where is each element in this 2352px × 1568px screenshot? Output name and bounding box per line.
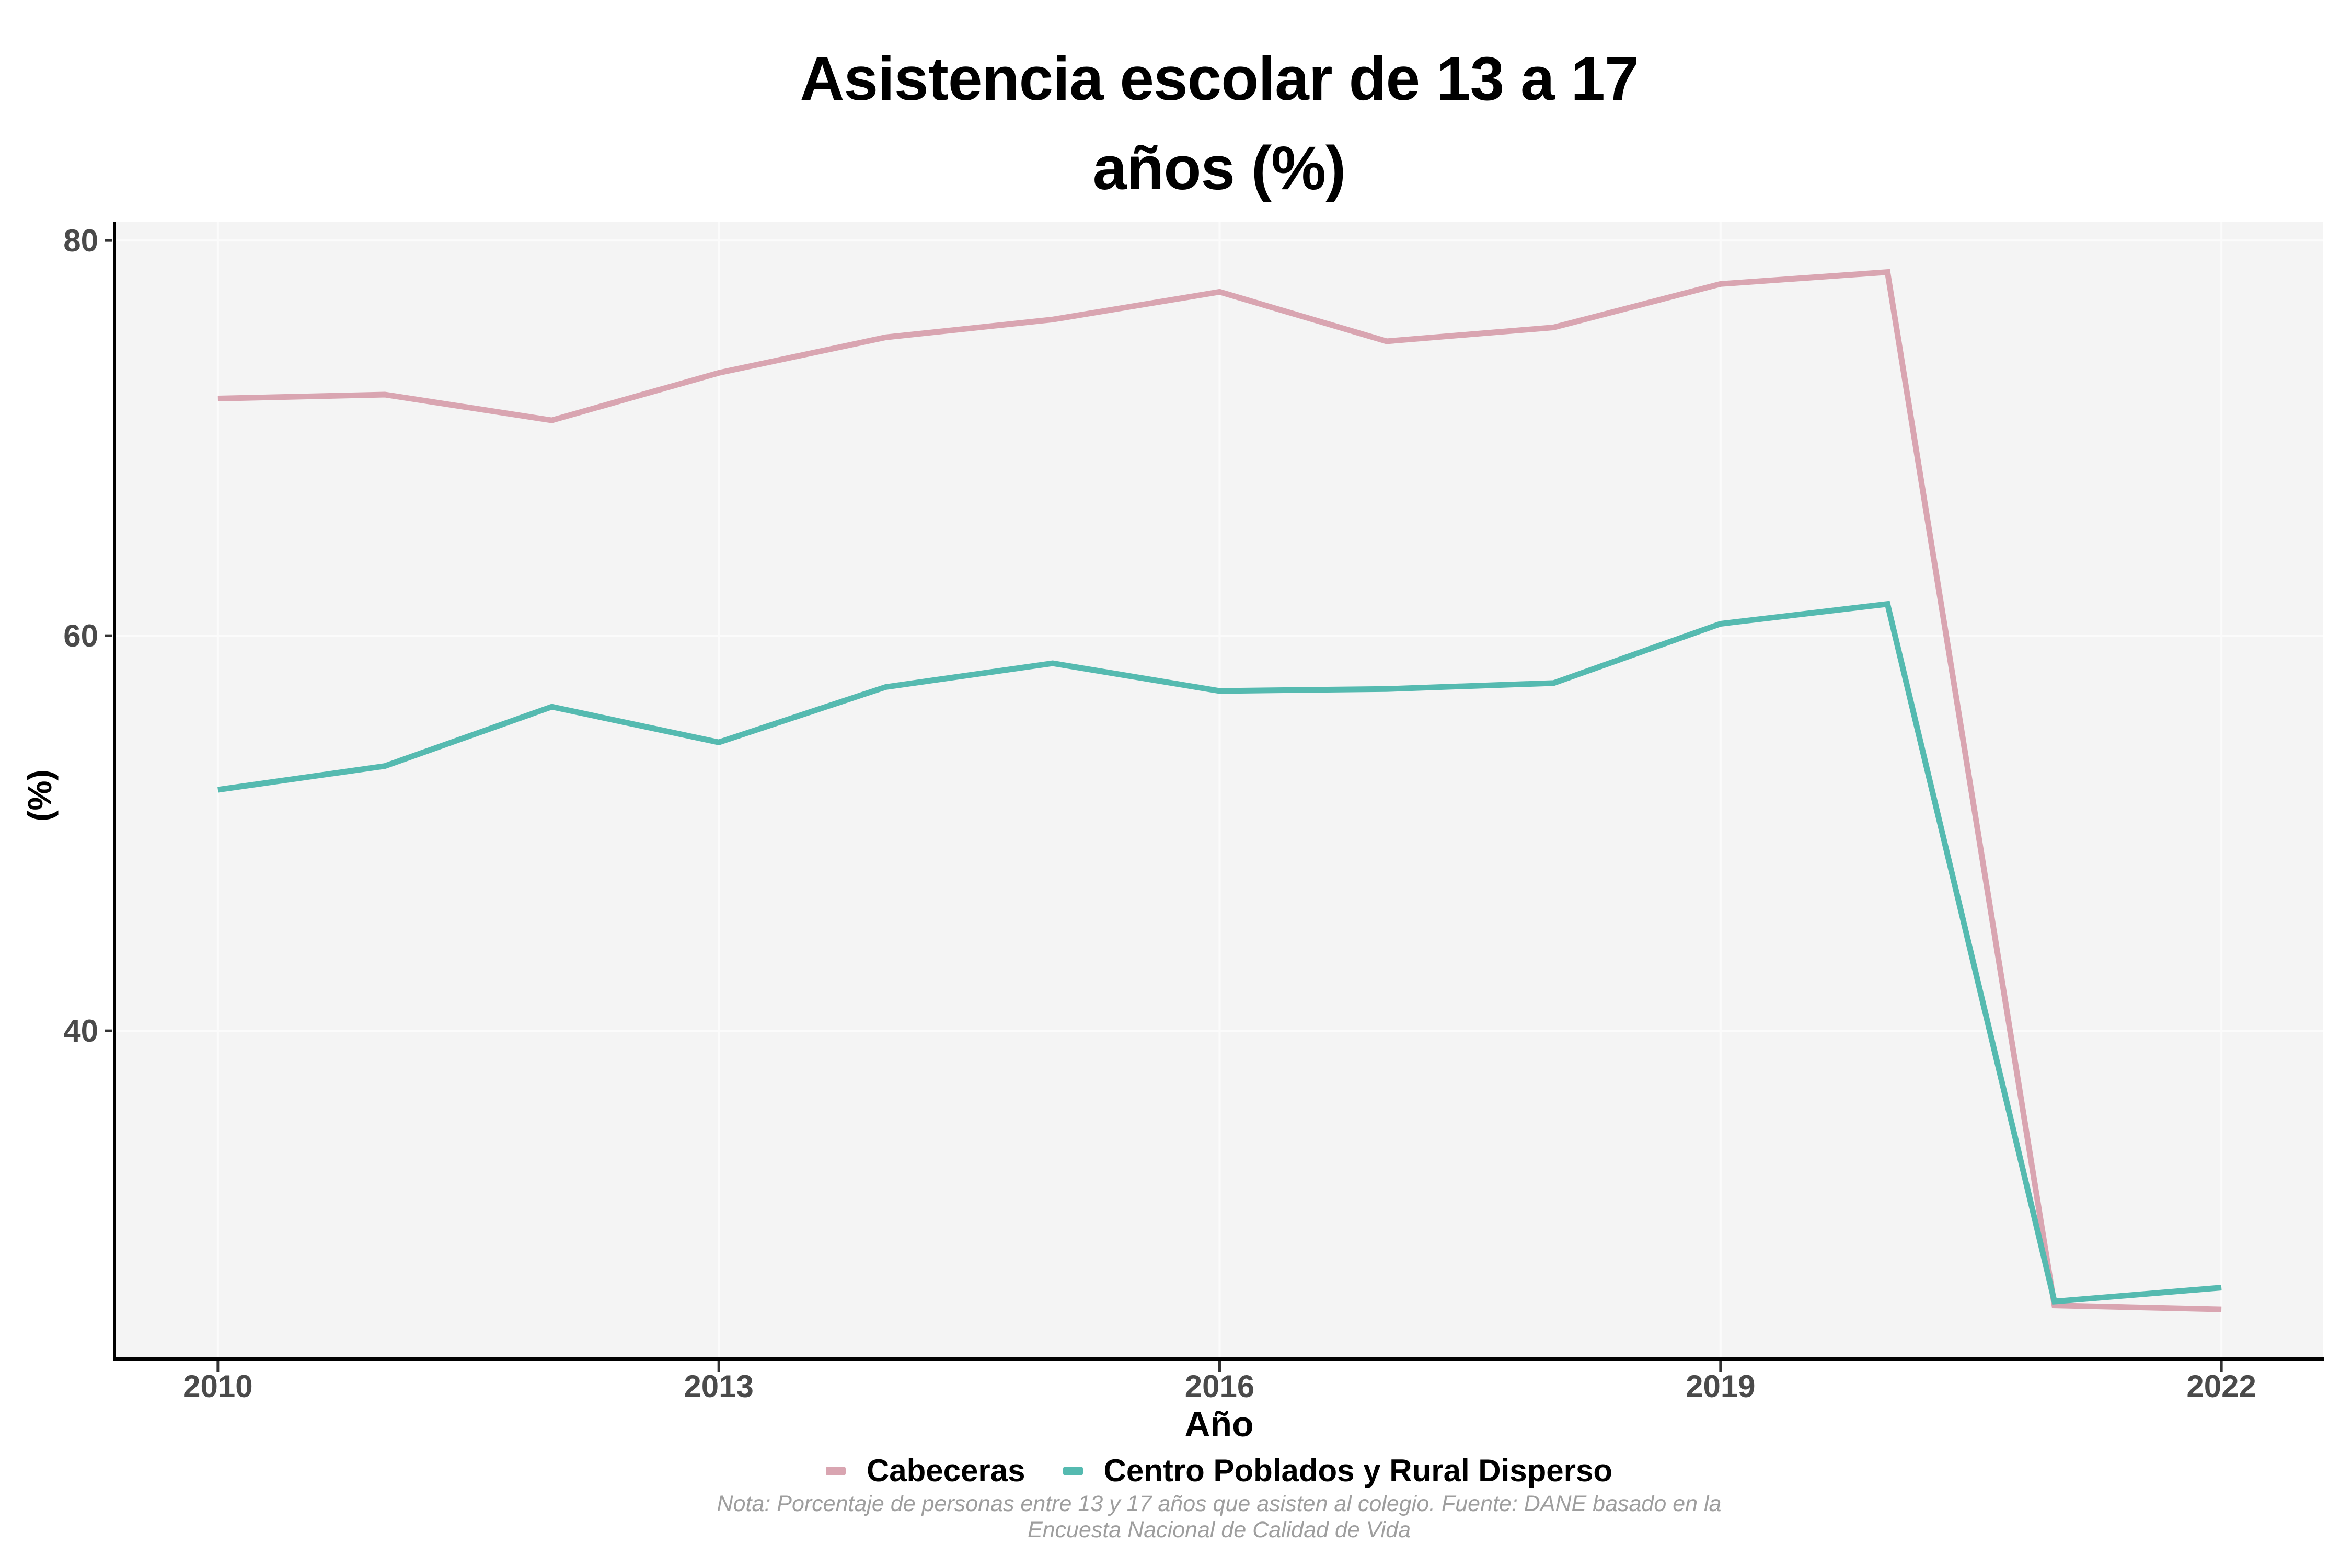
y-tick-label: 80 xyxy=(63,223,98,258)
legend-item-cabeceras: Cabeceras xyxy=(825,1453,1025,1488)
legend-label-cabeceras: Cabeceras xyxy=(866,1453,1025,1488)
x-axis-title: Año xyxy=(1184,1404,1254,1444)
y-tick-label: 60 xyxy=(63,618,98,653)
legend-swatch-cabeceras xyxy=(825,1466,846,1475)
y-tick-label: 40 xyxy=(63,1013,98,1048)
footnote-line2: Encuesta Nacional de Calidad de Vida xyxy=(1027,1517,1411,1542)
chart-title-line1: Asistencia escolar de 13 a 17 xyxy=(800,44,1639,113)
x-tick-label: 2013 xyxy=(684,1369,753,1404)
chart-title-line2: años (%) xyxy=(1092,134,1346,203)
series-line-centro-poblados xyxy=(217,601,2222,1305)
legend-item-centro-poblados: Centro Poblados y Rural Disperso xyxy=(1063,1453,1613,1488)
series-line-cabeceras xyxy=(217,269,2222,1312)
x-tick-label: 2022 xyxy=(2186,1369,2256,1404)
legend-swatch-centro-poblados xyxy=(1063,1466,1083,1475)
x-tick-label: 2019 xyxy=(1686,1369,1755,1404)
chart-title: Asistencia escolar de 13 a 17 años (%) xyxy=(115,34,2323,213)
footnote-line1: Nota: Porcentaje de personas entre 13 y … xyxy=(717,1491,1722,1516)
legend: Cabeceras Centro Poblados y Rural Disper… xyxy=(115,1455,2323,1486)
legend-label-centro-poblados: Centro Poblados y Rural Disperso xyxy=(1103,1453,1613,1488)
y-axis-title: (%) xyxy=(21,769,59,822)
x-tick-label: 2010 xyxy=(183,1369,252,1404)
x-tick-label: 2016 xyxy=(1185,1369,1254,1404)
footnote: Nota: Porcentaje de personas entre 13 y … xyxy=(115,1491,2323,1543)
